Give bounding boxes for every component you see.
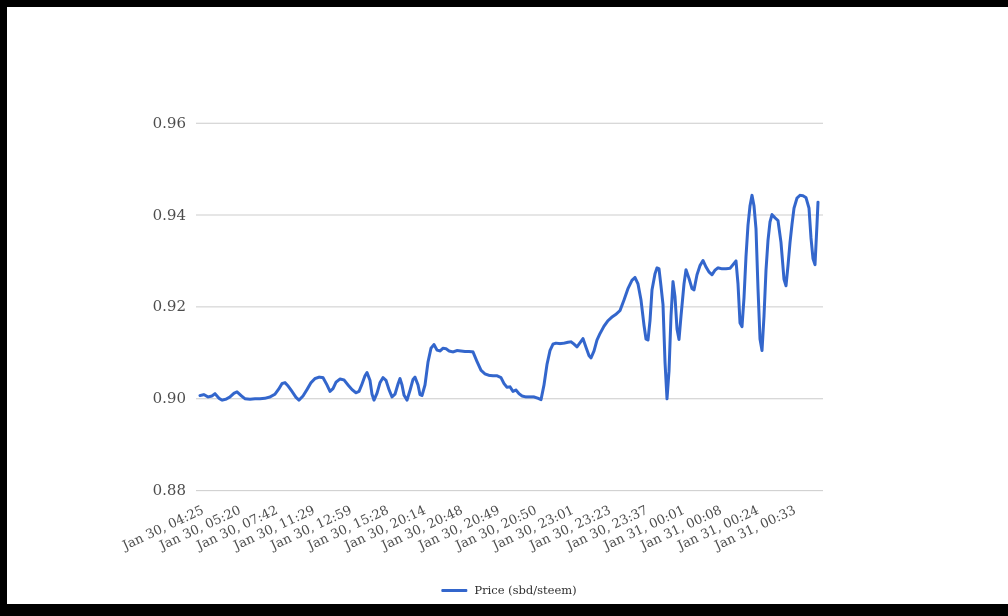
frame-border-left xyxy=(0,0,7,616)
chart-legend: Price (sbd/steem) xyxy=(441,583,577,597)
y-axis-tick-label: 0.92 xyxy=(152,297,186,316)
y-axis-tick-label: 0.90 xyxy=(152,389,186,408)
price-line-series[interactable] xyxy=(198,193,820,402)
y-axis-tick-label: 0.96 xyxy=(152,113,186,132)
y-axis-tick-label: 0.88 xyxy=(152,481,186,500)
legend-label: Price (sbd/steem) xyxy=(474,583,577,597)
frame-border-top xyxy=(0,0,1008,7)
legend-line-swatch xyxy=(441,588,468,592)
frame-border-bottom xyxy=(0,604,1008,616)
y-axis-tick-label: 0.94 xyxy=(152,205,186,224)
